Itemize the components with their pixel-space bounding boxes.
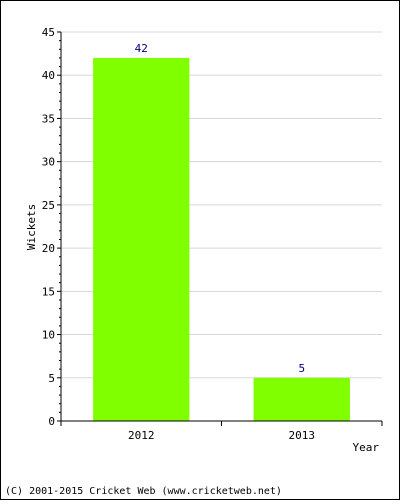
y-tick-label: 35: [42, 112, 55, 125]
y-tick-label: 15: [42, 285, 55, 298]
copyright-footer: (C) 2001-2015 Cricket Web (www.cricketwe…: [5, 486, 282, 497]
y-tick-label: 10: [42, 329, 55, 342]
bar-2012: [93, 57, 190, 421]
bar-2013: [253, 377, 350, 421]
data-label-2012: 42: [135, 42, 148, 55]
y-tick-label: 20: [42, 242, 55, 255]
y-tick-label: 30: [42, 156, 55, 169]
y-tick-label: 5: [48, 372, 55, 385]
y-tick-label: 0: [48, 415, 55, 428]
y-tick-label: 45: [42, 26, 55, 39]
bar-chart: 0 5 10 15 20 25 30 35 40 45 42 2012 5 2013 Wickets Ye…: [25, 26, 383, 454]
y-tick-label: 40: [42, 69, 55, 82]
data-label-2013: 5: [298, 362, 305, 375]
bars: [93, 57, 350, 421]
tick-marks: [57, 31, 383, 426]
x-tick-label: 2012: [128, 429, 155, 442]
y-tick-label: 25: [42, 199, 55, 212]
x-tick-label: 2013: [289, 429, 316, 442]
y-axis-title: Wickets: [25, 204, 38, 250]
x-axis-title: Year: [353, 441, 380, 454]
tick-labels: 0 5 10 15 20 25 30 35 40 45 42 2012 5 2013: [42, 26, 315, 442]
